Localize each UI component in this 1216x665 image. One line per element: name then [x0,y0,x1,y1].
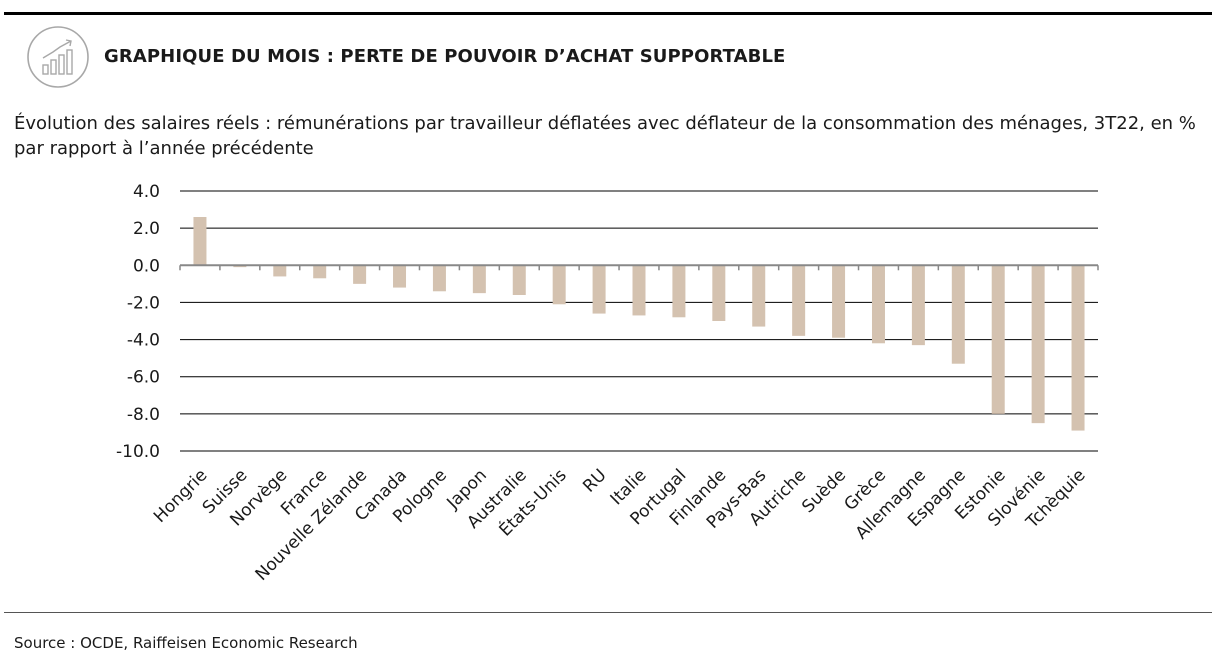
bars [193,217,1085,431]
bar [592,265,606,314]
y-tick-label: 4.0 [133,182,160,202]
chart-title: Évolution des salaires réels : rémunérat… [14,113,1196,159]
zero-axis [179,264,1099,271]
top-rule [4,12,1212,15]
bar [353,265,367,284]
bar-chart: 4.02.00.0-2.0-4.0-6.0-8.0-10.0 HongrieSu… [116,182,1099,585]
y-tick-label: -10.0 [116,442,160,462]
bar [552,265,566,305]
category-label: Suède [798,465,850,517]
bar [1071,265,1085,431]
bar [911,265,925,346]
bar [672,265,686,318]
bar [273,265,287,277]
bar [512,265,526,295]
category-label: Hongrie [150,465,211,526]
bar [991,265,1005,414]
y-tick-label: -4.0 [127,331,160,351]
bar [752,265,766,327]
bar [432,265,446,292]
category-label: RU [579,465,610,496]
bar [632,265,646,316]
y-tick-label: -8.0 [127,405,160,425]
bar [712,265,726,321]
y-tick-label: -2.0 [127,293,160,313]
bar-chart-growth-icon [27,26,89,88]
page-title: GRAPHIQUE DU MOIS : PERTE DE POUVOIR D’A… [104,46,786,67]
bar [951,265,965,364]
y-tick-label: 0.0 [133,256,160,276]
y-tick-labels: 4.0 2.0 0.0 -2.0 -4.0 -6.0 -8.0 -10.0 [116,182,160,462]
bottom-rule [4,612,1212,613]
source-note: Source : OCDE, Raiffeisen Economic Resea… [14,634,358,652]
bar [1031,265,1045,424]
bar [393,265,407,288]
bar [472,265,486,294]
y-tick-label: 2.0 [133,219,160,239]
y-tick-label: -6.0 [127,368,160,388]
bar [792,265,806,336]
bar [193,217,207,266]
bar [871,265,885,344]
bar [832,265,846,338]
bar [313,265,327,279]
